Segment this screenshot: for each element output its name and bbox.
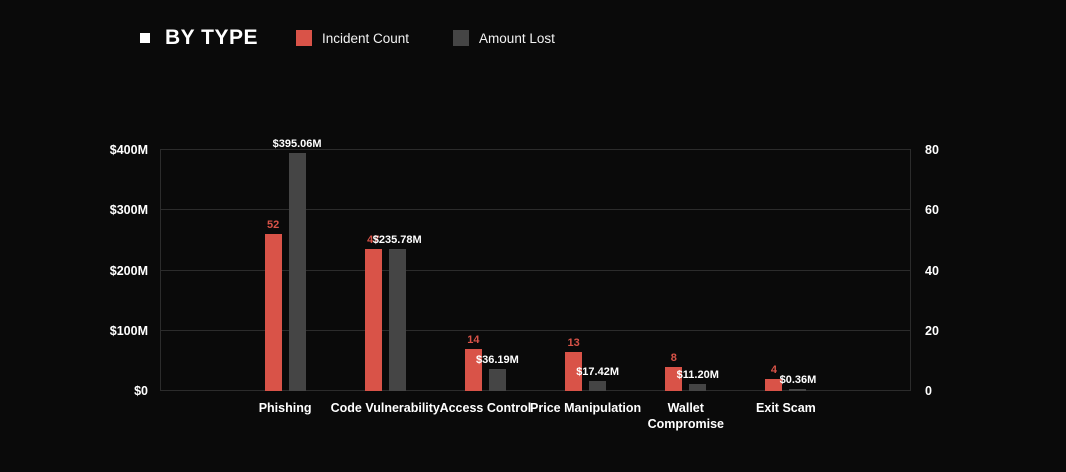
- bar-group: 47 $235.78M Code Vulnerability: [331, 150, 440, 415]
- y-axis-right-tick: 60: [925, 203, 939, 218]
- bar-amount-lost: $395.06M: [273, 138, 322, 391]
- bar-incident-count: 4: [765, 364, 783, 391]
- legend-item-incident-count: Incident Count: [295, 30, 410, 46]
- bar-value-label: $11.20M: [676, 369, 719, 382]
- bar-incident-count: 14: [464, 334, 482, 391]
- bar-group: 52 $395.06M Phishing: [235, 138, 335, 415]
- bar-chart: $0 $100M $200M $300M $400M 52 $395.06M Phishin…: [90, 138, 966, 431]
- bar-value-label: 13: [567, 336, 580, 349]
- chart-title: BY TYPE: [165, 26, 258, 49]
- category-label: Access Control: [439, 401, 532, 415]
- bar-amount-lost: $0.36M: [780, 374, 816, 391]
- bar-value-label: $36.19M: [476, 354, 519, 367]
- y-axis-right-tick: 40: [925, 263, 939, 278]
- chart-legend: Incident Count Amount Lost: [295, 30, 555, 46]
- bar-pair: 13 $17.42M: [536, 337, 636, 391]
- gridline: [160, 269, 911, 271]
- bar-value-label: 8: [670, 351, 677, 364]
- legend-item-amount-lost: Amount Lost: [453, 30, 555, 46]
- bar-value-label: $395.06M: [272, 137, 322, 150]
- gridline: [160, 390, 911, 391]
- bar-pair: 4 $0.36M: [736, 364, 836, 391]
- bar-value-label: $235.78M: [372, 233, 422, 246]
- report-page: BY TYPE Incident Count Amount Lost $0 $100…: [0, 0, 1066, 431]
- y-axis-left-tick: $200M: [109, 263, 148, 278]
- gridline: [160, 329, 911, 331]
- bar-amount-lost: $235.78M: [373, 234, 422, 391]
- bar-pair: 14 $36.19M: [435, 334, 535, 391]
- y-axis-left-tick: $0: [134, 384, 148, 398]
- bar-pair: 8 $11.20M: [636, 352, 736, 391]
- bar-groups: 52 $395.06M Phishing 47 $235.78M Code Vulnera…: [160, 138, 911, 431]
- bar-group: 4 $0.36M Exit Scam: [736, 150, 836, 415]
- bar-amount-lost: $36.19M: [476, 354, 519, 391]
- legend-label: Amount Lost: [479, 30, 555, 46]
- y-axis-left-tick: $400M: [109, 143, 148, 157]
- bar-amount-lost: $17.42M: [576, 366, 619, 391]
- bar-value-label: 52: [266, 219, 280, 232]
- bar-amount-lost: $11.20M: [677, 369, 719, 391]
- plot-area: 52 $395.06M Phishing 47 $235.78M Code Vulnera…: [160, 138, 911, 431]
- bar-value-label: $17.42M: [576, 365, 619, 378]
- axis-line-left: [160, 150, 161, 391]
- y-axis-left-tick: $300M: [109, 203, 148, 218]
- bar-pair: 52 $395.06M: [235, 138, 335, 391]
- bar-value-label: 47: [367, 234, 380, 247]
- gridline: [160, 209, 911, 211]
- category-label: Price Manipulation: [530, 401, 642, 415]
- y-axis-left: $0 $100M $200M $300M $400M: [90, 143, 160, 398]
- category-label: Code Vulnerability: [330, 401, 440, 415]
- bar-group: 13 $17.42M Price Manipulation: [530, 150, 641, 415]
- bar-group: 8 $11.20M Wallet Compromise: [636, 150, 736, 431]
- y-axis-right-tick: 20: [925, 323, 939, 338]
- bar-value-label: $0.36M: [779, 374, 817, 386]
- bar-incident-count: 13: [565, 337, 583, 391]
- category-label: Exit Scam: [756, 401, 816, 415]
- bar-value-label: 14: [467, 333, 480, 346]
- bar-value-label: 4: [770, 363, 777, 376]
- legend-swatch-icon: [453, 30, 470, 46]
- bar-incident-count: 47: [364, 234, 382, 391]
- y-axis-right-tick: 80: [925, 143, 939, 157]
- y-axis-right-tick: 0: [925, 384, 932, 398]
- category-label: Phishing: [258, 401, 312, 415]
- legend-swatch-icon: [295, 30, 312, 46]
- bar-pair: 47 $235.78M: [335, 234, 435, 391]
- bar-group: 14 $36.19M Access Control: [435, 150, 535, 415]
- bar-incident-count: 52: [264, 219, 282, 391]
- bar-incident-count: 8: [665, 352, 683, 391]
- y-axis-left-tick: $100M: [109, 323, 148, 338]
- category-label: Wallet Compromise: [647, 401, 724, 431]
- y-axis-right: 0 20 40 60 80: [911, 143, 966, 398]
- gridline: [160, 149, 911, 150]
- axis-line-right: [910, 150, 911, 391]
- chart-header: BY TYPE Incident Count Amount Lost: [0, 0, 1066, 50]
- legend-label: Incident Count: [321, 30, 410, 46]
- square-bullet-icon: [140, 33, 150, 43]
